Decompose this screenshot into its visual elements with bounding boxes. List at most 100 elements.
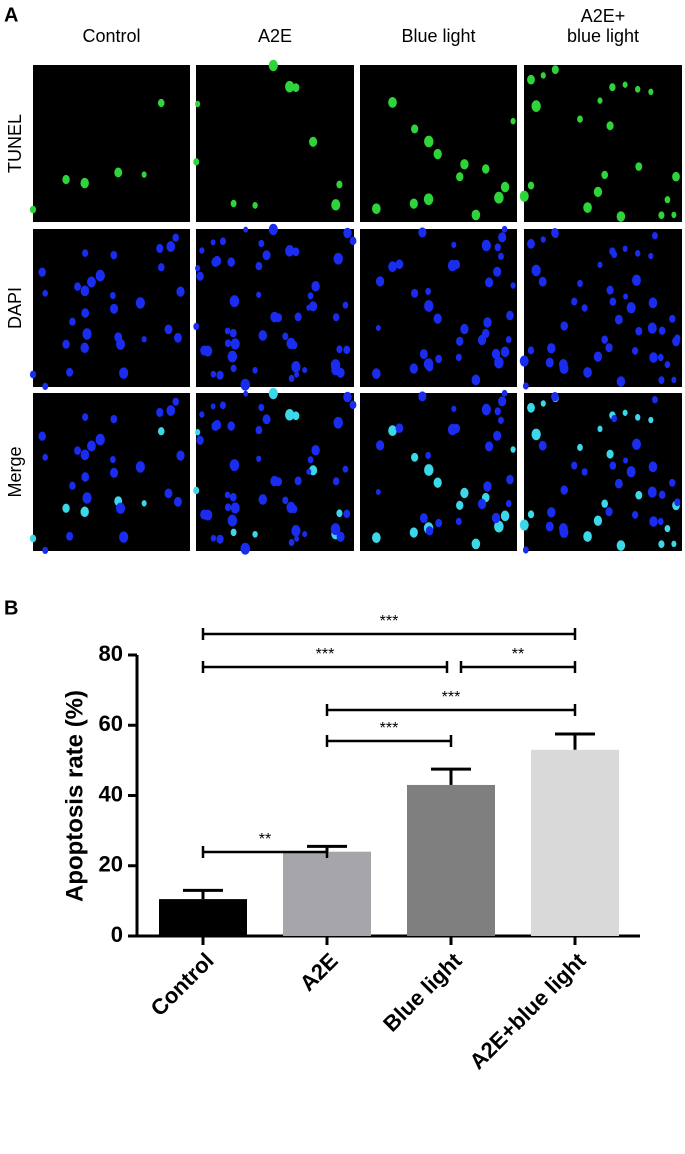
nucleus — [433, 313, 442, 324]
nucleus — [349, 236, 357, 246]
nucleus — [343, 345, 351, 355]
nucleus — [87, 440, 96, 452]
nucleus — [258, 494, 268, 505]
micrograph — [360, 229, 517, 387]
nucleus — [409, 198, 418, 209]
nucleus — [224, 339, 232, 348]
nucleus — [601, 170, 609, 180]
nucleus — [157, 427, 165, 436]
nucleus — [471, 374, 481, 386]
nucleus — [460, 159, 469, 170]
nucleus — [110, 456, 116, 464]
nucleus — [342, 301, 349, 309]
nucleus — [614, 478, 623, 489]
nucleus — [119, 531, 129, 543]
nucleus — [256, 455, 262, 462]
nucleus — [648, 461, 658, 473]
nucleus — [522, 546, 529, 554]
nucleus — [229, 459, 240, 472]
nucleus — [648, 297, 658, 309]
nucleus — [42, 289, 48, 297]
nucleus — [333, 252, 343, 265]
nucleus — [331, 199, 341, 211]
nucleus — [375, 276, 385, 287]
nucleus — [510, 282, 516, 289]
nucleus — [80, 342, 89, 354]
nucleus — [545, 357, 554, 368]
nucleus — [635, 250, 641, 257]
nucleus — [372, 203, 381, 215]
nucleus — [288, 374, 295, 383]
nucleus — [669, 478, 676, 487]
nucleus — [42, 382, 49, 391]
nucleus — [262, 414, 271, 425]
x-tick-label: A2E+blue light — [464, 948, 591, 1075]
nucleus — [291, 361, 301, 373]
nucleus — [623, 457, 629, 464]
nucleus — [651, 396, 658, 404]
nucleus — [252, 202, 258, 209]
nucleus — [456, 500, 464, 511]
nucleus — [62, 503, 70, 513]
nucleus — [343, 509, 351, 519]
nucleus — [493, 266, 502, 277]
nucleus — [66, 531, 74, 541]
nucleus — [219, 401, 226, 410]
nucleus — [547, 343, 556, 354]
y-axis-title: Apoptosis rate (%) — [61, 690, 88, 902]
nucleus — [343, 391, 352, 403]
nucleus — [423, 193, 434, 206]
nucleus — [527, 510, 535, 519]
nucleus — [506, 310, 514, 321]
nucleus — [597, 97, 603, 104]
nucleus — [649, 352, 658, 363]
nucleus — [38, 431, 46, 441]
nucleus — [199, 247, 205, 254]
nucleus — [282, 332, 289, 341]
nucleus — [551, 227, 559, 238]
nucleus — [224, 327, 231, 335]
nucleus — [286, 337, 296, 350]
nucleus — [157, 263, 165, 272]
significance-label: ** — [512, 646, 524, 663]
nucleus — [551, 65, 559, 75]
nucleus — [69, 317, 76, 326]
nucleus — [583, 367, 592, 378]
nucleus — [166, 405, 176, 417]
nucleus — [418, 391, 427, 402]
micrograph — [360, 393, 517, 551]
nucleus — [199, 411, 205, 418]
nucleus — [471, 538, 481, 550]
nucleus — [388, 96, 397, 108]
significance-label: *** — [316, 646, 335, 663]
nucleus — [616, 211, 626, 222]
nucleus — [210, 370, 217, 378]
nucleus — [519, 355, 529, 367]
nucleus — [282, 496, 289, 505]
nucleus — [330, 359, 341, 372]
nucleus — [336, 531, 345, 542]
nucleus — [648, 416, 654, 424]
nucleus — [657, 517, 664, 526]
nucleus — [411, 288, 419, 298]
nucleus — [606, 449, 614, 459]
nucleus — [336, 345, 343, 354]
nucleus — [141, 500, 147, 507]
nucleus — [531, 428, 541, 441]
nucleus — [176, 450, 185, 461]
y-tick-label: 40 — [99, 781, 123, 806]
nucleus — [343, 227, 352, 239]
nucleus — [498, 252, 504, 260]
nucleus — [658, 540, 665, 548]
nucleus — [294, 535, 300, 542]
nucleus — [42, 546, 49, 555]
nucleus — [95, 433, 105, 446]
nucleus — [193, 486, 200, 495]
nucleus — [258, 239, 265, 248]
nucleus — [211, 257, 220, 268]
nucleus — [419, 349, 428, 360]
nucleus — [551, 391, 559, 402]
nucleus — [330, 523, 341, 536]
nucleus — [622, 81, 628, 88]
nucleus — [494, 191, 504, 204]
